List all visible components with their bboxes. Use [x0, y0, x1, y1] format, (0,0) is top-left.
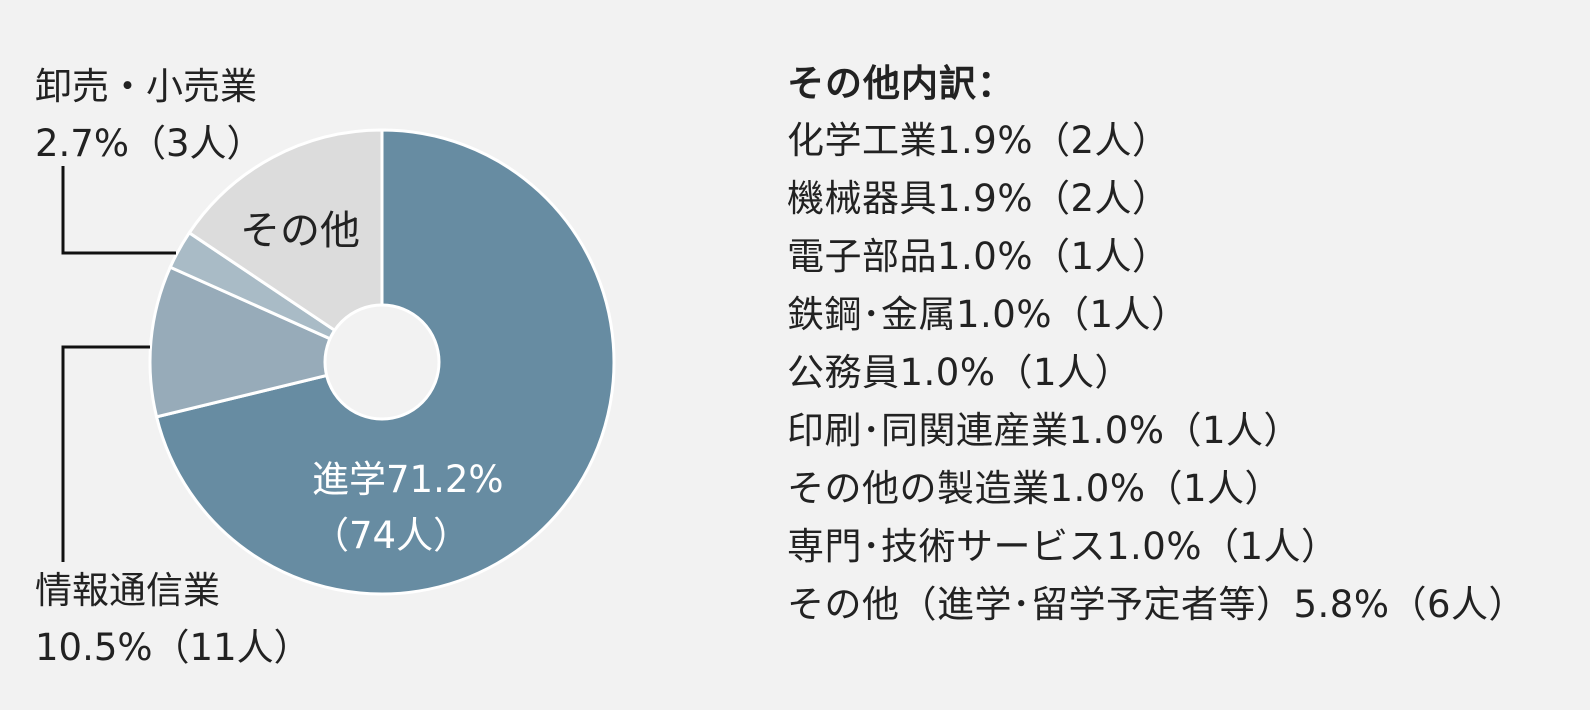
- breakdown-title: その他内訳：: [787, 62, 1015, 105]
- breakdown-list: 化学工業1.9%（2人） 機械器具1.9%（2人） 電子部品1.0%（1人） 鉄鋼･金…: [787, 112, 1587, 634]
- leader-line-retail: [61, 166, 176, 255]
- slice-label-2-line-0: 卸売・小売業: [35, 65, 257, 108]
- pie-slice-3: [187, 128, 384, 365]
- breakdown-item: その他の製造業1.0%（1人）: [787, 467, 1283, 510]
- leader-lines: [61, 166, 176, 562]
- breakdown-item: 専門･技術サービス1.0%（1人）: [787, 525, 1339, 568]
- donut-hole: [323, 303, 441, 421]
- breakdown-item: その他（進学･留学予定者等）5.8%（6人）: [787, 583, 1527, 626]
- slice-label-0-line-0: 進学71.2%: [312, 458, 504, 501]
- breakdown-item: 鉄鋼･金属1.0%（1人）: [787, 293, 1189, 336]
- slice-label-1-line-1: 10.5%（11人）: [35, 626, 311, 669]
- pie-slice-1: [148, 265, 387, 419]
- other-breakdown: その他内訳： 化学工業1.9%（2人） 機械器具1.9%（2人） 電子部品1.0%（…: [787, 56, 1587, 634]
- breakdown-item: 印刷･同関連産業1.0%（1人）: [787, 409, 1302, 452]
- pie-labels: 進学71.2% （74人） 情報通信業 10.5%（11人） 卸売・小売業 2.7%（3人…: [35, 65, 504, 669]
- slice-label-3-line-0: その他: [240, 208, 360, 254]
- breakdown-item: 化学工業1.9%（2人）: [787, 119, 1170, 162]
- breakdown-item: 機械器具1.9%（2人）: [787, 177, 1170, 220]
- slice-label-0-line-1: （74人）: [312, 514, 470, 557]
- leader-line-ict: [61, 345, 150, 562]
- breakdown-item: 公務員1.0%（1人）: [787, 351, 1133, 394]
- slice-label-1-line-0: 情報通信業: [35, 569, 220, 612]
- slice-label-2-line-1: 2.7%（3人）: [35, 122, 264, 165]
- breakdown-item: 電子部品1.0%（1人）: [787, 235, 1170, 278]
